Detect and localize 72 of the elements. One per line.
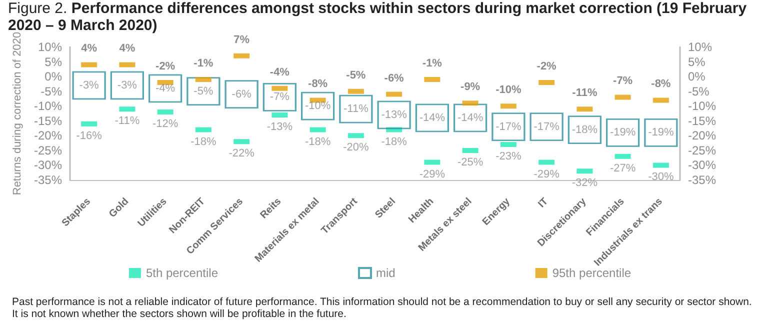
y-tick-label: -10%	[34, 99, 62, 114]
y2-tick-label: -25%	[688, 143, 716, 158]
y-tick-label: -5%	[40, 84, 62, 98]
data-label: -6%	[232, 88, 252, 100]
y-tick-label: -25%	[34, 143, 62, 158]
data-label: -10%	[496, 84, 522, 96]
data-label: -18%	[304, 136, 331, 148]
y2-tick-label: 0%	[688, 70, 706, 84]
data-label: -2%	[536, 60, 557, 72]
y-tick-label: -30%	[34, 158, 62, 172]
data-label: -2%	[156, 60, 176, 72]
data-label: -17%	[534, 120, 560, 133]
data-label: -14%	[419, 112, 446, 124]
y2-tick-label: -35%	[688, 173, 716, 187]
data-label: -19%	[648, 126, 674, 139]
data-label: -1%	[194, 58, 214, 70]
data-label: -13%	[381, 108, 408, 121]
data-label: -18%	[190, 136, 216, 148]
data-label: -8%	[308, 78, 328, 90]
data-label: -5%	[194, 85, 214, 98]
data-label: -14%	[457, 112, 484, 124]
y-tick-label: 5%	[44, 54, 62, 69]
data-label: -11%	[572, 87, 598, 100]
legend-label: 95th percentile	[552, 266, 632, 280]
data-label: -8%	[651, 78, 671, 90]
data-label: -4%	[156, 82, 176, 94]
text: Past performance is not a reliable indicator of future performance. This information should not be a recommendation to buy or sell any security or sector shown. It is not known whether the sectors shown will be profitable in the future.	[12, 296, 752, 320]
y-tick-label: 10%	[38, 40, 62, 54]
data-label: -23%	[496, 150, 522, 163]
chart-title: Figure 2. Performance differences amongst stocks within sectors during market correction (19 February 2020 – 9 March 2020)	[8, 0, 747, 34]
data-label: -3%	[79, 79, 100, 92]
y2-tick-label: -15%	[688, 114, 716, 128]
legend-label: mid	[376, 266, 396, 280]
data-label: -5%	[346, 69, 366, 82]
data-label: -29%	[419, 168, 446, 180]
y2-tick-label: -10%	[688, 99, 716, 114]
data-label: -7%	[613, 75, 633, 88]
data-label: -19%	[610, 126, 636, 139]
y-tick-label: 0%	[44, 70, 62, 84]
y2-tick-label: -30%	[688, 158, 716, 172]
data-label: -25%	[457, 156, 484, 168]
data-label: -11%	[344, 103, 369, 116]
data-label: -1%	[422, 58, 442, 70]
y-tick-label: -35%	[34, 173, 62, 187]
data-label: -10%	[304, 100, 331, 112]
data-label: -3%	[117, 79, 138, 92]
data-label: -6%	[384, 72, 404, 84]
data-label: -27%	[610, 162, 636, 174]
data-label: 4%	[119, 42, 136, 55]
y-tick-label: -20%	[34, 128, 62, 143]
data-label: -13%	[266, 120, 293, 133]
data-label: -18%	[572, 124, 598, 136]
data-label: -22%	[228, 148, 255, 160]
data-label: -20%	[343, 142, 369, 154]
data-label: -9%	[460, 81, 480, 94]
legend-label: 5th percentile	[146, 266, 218, 280]
data-label: -11%	[114, 115, 140, 128]
y2-tick-label: -5%	[688, 84, 710, 98]
data-label: -17%	[496, 120, 522, 133]
y-tick-label: -15%	[34, 114, 62, 128]
y2-tick-label: 10%	[688, 40, 712, 54]
data-label: -7%	[270, 91, 290, 104]
data-label: -12%	[152, 118, 178, 130]
data-label: 4%	[81, 42, 98, 55]
y2-tick-label: 5%	[688, 54, 706, 69]
y2-tick-label: -20%	[688, 128, 716, 143]
data-label: -29%	[534, 168, 560, 180]
y-axis-title: Returns during correction of 2020	[12, 32, 24, 196]
data-label: -4%	[270, 66, 290, 78]
data-label: -18%	[381, 136, 408, 148]
data-label: 7%	[234, 34, 250, 46]
data-label: -16%	[76, 130, 102, 142]
